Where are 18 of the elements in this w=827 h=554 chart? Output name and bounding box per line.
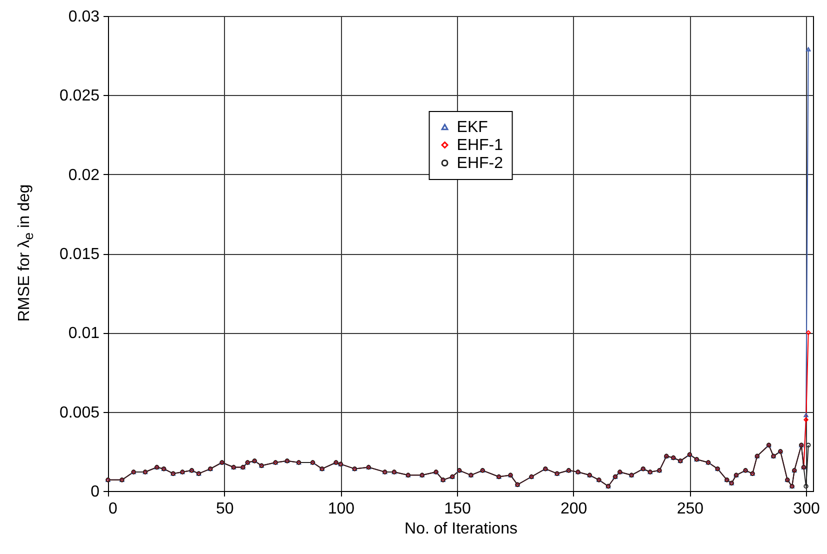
x-axis-title: No. of Iterations (404, 520, 518, 538)
legend-label: EHF-2 (456, 155, 504, 172)
x-tick-label: 250 (676, 500, 704, 518)
y-tick-label: 0.005 (59, 404, 100, 422)
y-tick-label: 0.01 (68, 325, 100, 342)
x-tick-label: 100 (328, 500, 355, 518)
x-tick-label: 150 (444, 500, 471, 518)
x-tick-label: 50 (216, 500, 234, 518)
legend-label: EKF (456, 119, 488, 136)
y-tick-label: 0.025 (59, 88, 100, 105)
y-tick-label: 0.015 (59, 246, 100, 263)
legend-label: EHF-1 (456, 137, 504, 154)
y-tick-label: 0 (90, 484, 100, 500)
x-tick-label: 200 (560, 500, 588, 518)
y-tick-label: 0.03 (68, 8, 100, 26)
y-tick-label: 0.02 (68, 166, 100, 184)
x-tick-label: 300 (793, 500, 820, 518)
x-tick-label: 0 (108, 500, 118, 518)
